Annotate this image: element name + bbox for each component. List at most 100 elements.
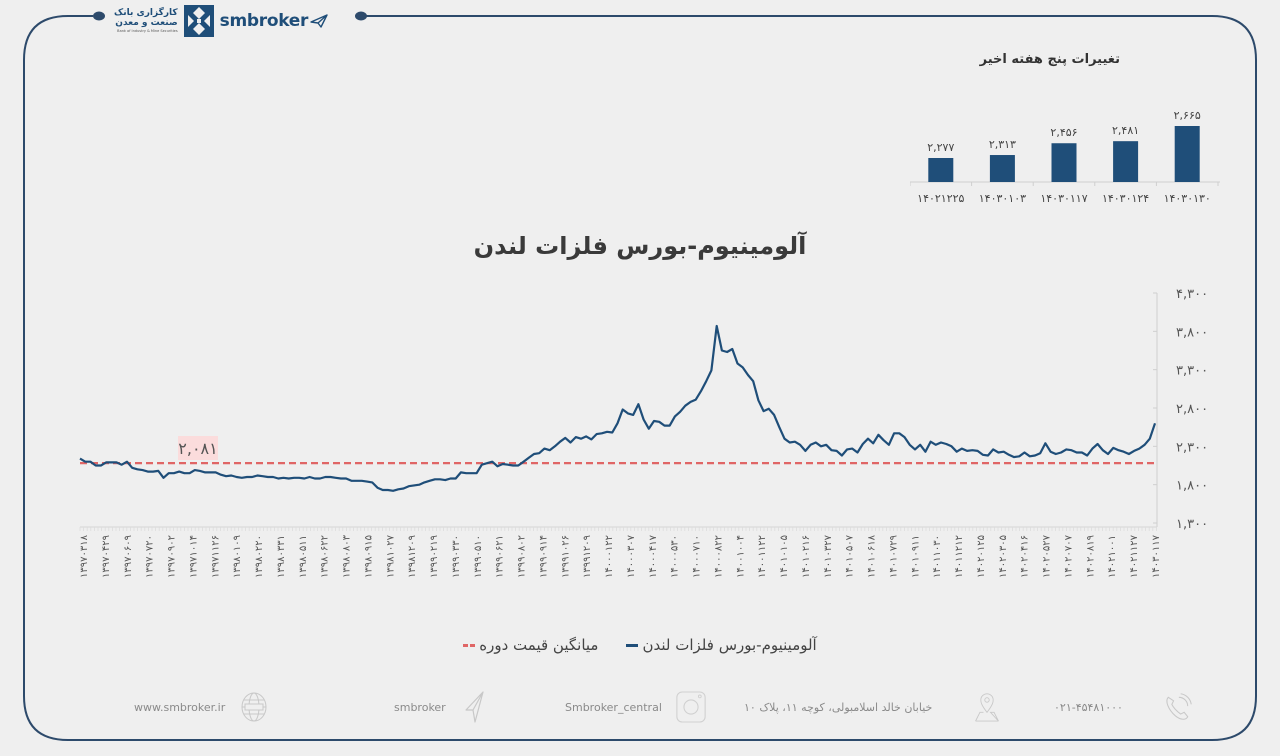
x-tick-label: ۱۴۰۲۰۴۱۶	[1020, 535, 1031, 578]
main-chart-title: آلومینیوم-بورس فلزات لندن	[473, 232, 807, 260]
legend-line-swatch	[626, 643, 639, 647]
brand-name: smbroker	[220, 11, 328, 31]
x-tick-label: ۱۳۹۸۰۳۳۱	[276, 535, 287, 578]
x-tick-label: ۱۴۰۱۰۶۱۸	[867, 534, 878, 578]
legend-item-average: میانگین قیمت دوره	[463, 636, 598, 654]
x-tick-label: ۱۳۹۸۱۰۲۷	[385, 534, 396, 578]
x-tick-label: ۱۳۹۷۱۱۲۶	[210, 535, 221, 578]
bar-value-label: ۲,۳۱۳	[989, 138, 1016, 151]
x-tick-label: ۱۴۰۰۰۱۲۲	[604, 535, 615, 578]
bar-category-label: ۱۴۰۳۰۱۲۴	[1102, 192, 1149, 205]
x-tick-label: ۱۳۹۷۱۰۱۴	[188, 535, 199, 578]
x-tick-label: ۱۴۰۲۱۱۲۷	[1129, 534, 1140, 578]
x-tick-label: ۱۳۹۷۰۹۰۲	[167, 535, 178, 578]
x-tick-label: ۱۴۰۰۰۷۱۰	[692, 535, 703, 578]
bar-value-label: ۲,۴۵۶	[1050, 126, 1077, 139]
x-tick-label: ۱۳۹۹۰۵۱۰	[473, 535, 484, 578]
x-tick-label: ۱۴۰۱۰۲۱۶	[801, 535, 812, 578]
y-tick-label: ۳,۳۰۰	[1176, 364, 1208, 379]
bar: ۲,۴۸۱ ۱۴۰۳۰۱۲۴	[1102, 124, 1149, 205]
phone-icon	[1163, 690, 1193, 724]
footer-address: خیابان خالد اسلامبولی، کوچه ۱۱، پلاک ۱۰	[744, 690, 1002, 724]
x-tick-label: ۱۴۰۱۱۰۳۰	[932, 535, 943, 578]
x-tick-label: ۱۳۹۸۰۲۲۰	[254, 535, 265, 578]
x-tick-label: ۱۳۹۸۱۲۰۹	[407, 535, 418, 578]
telegram-text[interactable]: smbroker	[394, 700, 446, 714]
x-tick-label: ۱۳۹۹۰۹۱۴	[538, 535, 549, 578]
x-tick-label: ۱۴۰۲۰۷۰۷	[1063, 534, 1074, 578]
x-tick-label: ۱۴۰۰۰۴۱۷	[648, 534, 659, 578]
globe-icon	[239, 690, 269, 724]
footer-telegram[interactable]: smbroker	[394, 690, 490, 724]
price-series-line	[79, 324, 1157, 492]
bar-category-label: ۱۴۰۳۰۱۰۳	[979, 192, 1026, 205]
bank-name-line1: کارگزاری بانک	[114, 7, 178, 18]
svg-text:۲,۰۸۱: ۲,۰۸۱	[178, 439, 217, 458]
telegram-icon	[460, 690, 490, 724]
x-tick-label: ۱۳۹۸۰۵۱۱	[298, 535, 309, 578]
bar-category-label: ۱۴۰۳۰۱۱۷	[1040, 192, 1087, 205]
x-tick-label: ۱۴۰۲۰۸۱۹	[1085, 535, 1096, 578]
y-tick-label: ۱,۳۰۰	[1176, 517, 1208, 532]
y-tick-label: ۴,۳۰۰	[1176, 287, 1208, 302]
x-tick-label: ۱۴۰۰۰۳۰۷	[626, 534, 637, 578]
legend-item-series: آلومینیوم-بورس فلزات لندن	[626, 636, 817, 654]
footer-instagram[interactable]: Smbroker_central	[565, 690, 706, 724]
x-tick-label: ۱۳۹۷۰۷۲۰	[145, 535, 156, 578]
x-tick-label: ۱۴۰۱۰۷۲۹	[888, 535, 899, 578]
legend-dash-swatch	[463, 643, 476, 647]
bar-category-label: ۱۴۰۳۰۱۳۰	[1164, 192, 1211, 205]
address-text: خیابان خالد اسلامبولی، کوچه ۱۱، پلاک ۱۰	[744, 700, 933, 714]
weekly-chart-title: تغییرات پنج هفته اخیر	[979, 52, 1120, 67]
x-tick-label: ۱۳۹۹۰۲۱۹	[429, 535, 440, 578]
y-tick-label: ۲,۳۰۰	[1176, 440, 1208, 455]
y-tick-label: ۱,۸۰۰	[1176, 479, 1208, 494]
instagram-text[interactable]: Smbroker_central	[565, 700, 662, 714]
bar: ۲,۳۱۳ ۱۴۰۳۰۱۰۳	[979, 138, 1026, 205]
x-tick-label: ۱۳۹۹۰۶۲۱	[495, 535, 506, 578]
bank-name-en: Bank of Industry & Mine Securities	[117, 28, 178, 33]
x-tick-label: ۱۳۹۸۰۹۱۵	[363, 535, 374, 578]
x-tick-label: ۱۴۰۱۰۱۰۵	[779, 535, 790, 578]
legend-series-label: آلومینیوم-بورس فلزات لندن	[642, 636, 817, 654]
header-logo: کارگزاری بانک صنعت و معدن Bank of Indust…	[108, 3, 335, 39]
x-tick-label: ۱۴۰۱۰۵۰۷	[845, 534, 856, 578]
bar: ۲,۴۵۶ ۱۴۰۳۰۱۱۷	[1040, 126, 1087, 205]
website-text[interactable]: www.smbroker.ir	[134, 700, 226, 714]
x-tick-label: ۱۴۰۰۰۵۳۰	[670, 535, 681, 578]
x-tick-label: ۱۳۹۹۰۳۳۰	[451, 535, 462, 578]
x-tick-label: ۱۳۹۷۰۶۰۹	[123, 535, 134, 578]
x-tick-label: ۱۳۹۹۰۸۰۲	[517, 535, 528, 578]
x-tick-label: ۱۴۰۳۰۱۱۷	[1151, 534, 1162, 578]
x-tick-label: ۱۴۰۲۰۵۲۷	[1042, 534, 1053, 578]
weekly-bar-chart: ۲,۲۷۷۱۴۰۲۱۲۲۵۲,۳۱۳۱۴۰۳۰۱۰۳۲,۴۵۶۱۴۰۳۰۱۱۷۲…	[910, 109, 1220, 205]
bar: ۲,۶۶۵ ۱۴۰۳۰۱۳۰	[1164, 109, 1211, 205]
legend-average-label: میانگین قیمت دوره	[479, 636, 599, 654]
brand-text: smbroker	[219, 11, 309, 31]
x-tick-label: ۱۴۰۱۰۹۱۱	[910, 535, 921, 578]
x-tick-label: ۱۳۹۸۰۶۲۲	[320, 535, 331, 578]
x-tick-label: ۱۴۰۱۱۲۱۲	[954, 535, 965, 578]
instagram-icon	[676, 690, 706, 724]
bank-logo-icon	[183, 5, 214, 37]
x-tick-label: ۱۳۹۹۱۰۲۶	[560, 535, 571, 578]
location-pin-icon	[972, 690, 1002, 724]
bar-value-label: ۲,۴۸۱	[1112, 124, 1139, 137]
y-tick-label: ۲,۸۰۰	[1176, 402, 1208, 417]
x-tick-label: ۱۴۰۰۱۱۲۲	[757, 535, 768, 578]
bar-category-label: ۱۴۰۲۱۲۲۵	[917, 192, 964, 205]
x-tick-label: ۱۳۹۸۰۸۰۳	[342, 534, 353, 578]
price-line-chart: ۱,۳۰۰ ۱,۸۰۰ ۲,۳۰۰ ۲,۸۰۰ ۳,۳۰۰ ۳,۸۰۰ ۴,۳۰۰ ۱۳۹۷۰…	[79, 287, 1208, 578]
footer-website[interactable]: www.smbroker.ir	[134, 690, 269, 724]
x-tick-label: ۱۴۰۲۰۳۰۵	[998, 535, 1009, 578]
footer-phone[interactable]: ۰۲۱-۴۵۴۸۱۰۰۰	[1054, 690, 1193, 724]
bar-value-label: ۲,۶۶۵	[1174, 109, 1201, 122]
x-tick-label: ۱۴۰۱۰۳۲۷	[823, 534, 834, 578]
average-annotation: ۲,۰۸۱	[178, 436, 218, 460]
x-tick-label: ۱۳۹۸۰۱۰۹	[232, 535, 243, 578]
bar-value-label: ۲,۲۷۷	[927, 141, 954, 154]
bank-name-line2: صنعت و معدن	[115, 17, 178, 28]
footer: www.smbroker.ir smbroker Smbroker_centra…	[0, 686, 1280, 726]
x-tick-label: ۱۴۰۰۰۸۲۲	[713, 535, 724, 578]
phone-text[interactable]: ۰۲۱-۴۵۴۸۱۰۰۰	[1054, 700, 1123, 714]
